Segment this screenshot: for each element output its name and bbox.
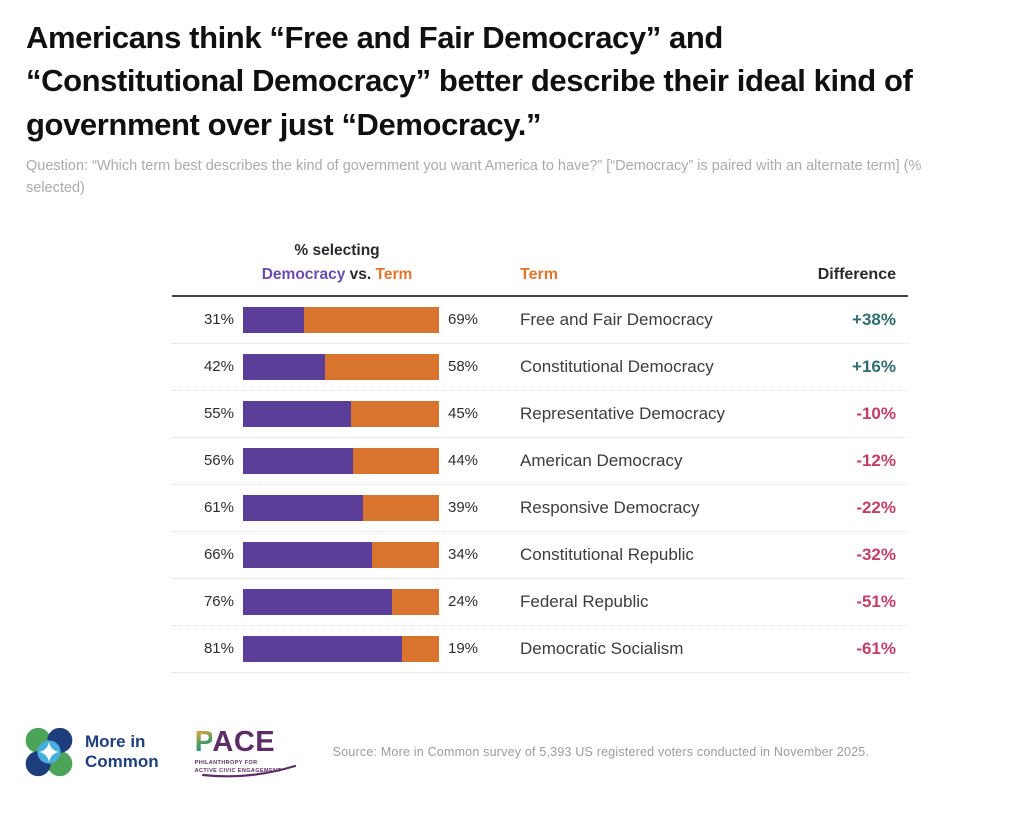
stacked-bar	[243, 588, 439, 615]
stacked-bar	[243, 635, 439, 662]
difference-value: -12%	[856, 450, 896, 470]
term-label: American Democracy	[520, 450, 683, 470]
difference-value: +16%	[852, 356, 896, 376]
democracy-pct-label: 31%	[203, 311, 234, 329]
term-bar-segment	[303, 306, 439, 333]
democracy-bar-segment	[243, 541, 373, 568]
term-label: Representative Democracy	[520, 403, 726, 423]
footer: More in Common PACE PHILANTHROPY FOR ACT…	[24, 725, 1024, 779]
difference-value: -51%	[856, 591, 896, 611]
stacked-bar	[243, 447, 439, 474]
question-subtitle: Question: “Which term best describes the…	[26, 158, 922, 196]
source-note: Source: More in Common survey of 5,393 U…	[332, 744, 870, 759]
results-table: % selecting Democracy vs. Term Term Diff…	[172, 242, 908, 673]
stacked-bar	[243, 306, 439, 333]
term-label: Constitutional Democracy	[520, 356, 714, 376]
difference-value: -10%	[856, 403, 896, 423]
table-row: 61% 39% Responsive Democracy -22%	[172, 485, 908, 532]
legend-term-label: Term	[375, 265, 413, 283]
difference-value: +38%	[852, 309, 896, 329]
bar-column-header: % selecting Democracy vs. Term	[172, 242, 502, 284]
term-label: Constitutional Republic	[520, 544, 694, 564]
term-bar-segment	[352, 447, 439, 474]
table-row: 81% 19% Democratic Socialism -61%	[172, 626, 908, 673]
pace-ace-letters: ACE	[212, 725, 276, 758]
pace-wordmark: PACE	[194, 725, 287, 758]
term-bar-segment	[401, 635, 439, 662]
difference-value: -32%	[856, 544, 896, 564]
mic-wordmark-line1: More in	[85, 732, 146, 752]
more-in-common-wordmark: More in Common	[85, 732, 159, 771]
table-body: 31% 69% Free and Fair Democracy +38% 42%…	[172, 294, 908, 673]
more-in-common-logo: More in Common	[24, 725, 159, 779]
table-row: 55% 45% Representative Democracy -10%	[172, 391, 908, 438]
term-pct-label: 19%	[448, 640, 479, 658]
democracy-pct-label: 66%	[203, 546, 234, 564]
stacked-bar	[243, 353, 439, 380]
term-bar-segment	[325, 353, 439, 380]
democracy-pct-label: 81%	[203, 640, 234, 658]
democracy-pct-label: 42%	[203, 358, 234, 376]
difference-value: -61%	[856, 638, 896, 658]
table-row: 31% 69% Free and Fair Democracy +38%	[172, 297, 908, 344]
more-in-common-clover-icon	[25, 727, 73, 776]
term-bar-segment	[362, 494, 439, 521]
term-pct-label: 58%	[448, 358, 479, 376]
democracy-pct-label: 55%	[203, 405, 234, 423]
democracy-pct-label: 61%	[203, 499, 234, 517]
table-row: 42% 58% Constitutional Democracy +16%	[172, 344, 908, 391]
term-pct-label: 39%	[448, 499, 479, 517]
mic-wordmark-line2: Common	[85, 751, 159, 771]
democracy-bar-segment	[243, 306, 304, 333]
bar-legend: Democracy vs. Term	[172, 266, 502, 284]
legend-democracy-label: Democracy	[261, 265, 346, 283]
democracy-pct-label: 56%	[203, 452, 234, 470]
democracy-bar-segment	[243, 494, 363, 521]
selecting-label: % selecting	[294, 241, 380, 259]
term-bar-segment	[372, 541, 439, 568]
democracy-bar-segment	[243, 400, 351, 427]
pace-tagline-line2: ACTIVE CIVIC ENGAGEMENT	[194, 768, 282, 775]
term-bar-segment	[391, 588, 439, 615]
democracy-bar-segment	[243, 353, 326, 380]
page-title: Americans think “Free and Fair Democracy…	[26, 20, 913, 142]
pace-logo: PACE PHILANTHROPY FOR ACTIVE CIVIC ENGAG…	[194, 725, 296, 778]
term-label: Responsive Democracy	[520, 497, 700, 517]
term-pct-label: 45%	[448, 405, 479, 423]
democracy-bar-segment	[243, 588, 392, 615]
pace-swoosh-icon	[201, 765, 296, 778]
term-pct-label: 69%	[448, 311, 479, 329]
stacked-bar	[243, 541, 439, 568]
table-row: 76% 24% Federal Republic -51%	[172, 579, 908, 626]
pace-tagline-line1: PHILANTHROPY FOR	[194, 759, 258, 766]
table-row: 66% 34% Constitutional Republic -32%	[172, 532, 908, 579]
democracy-bar-segment	[243, 635, 402, 662]
stacked-bar	[243, 400, 439, 427]
pace-tagline: PHILANTHROPY FOR ACTIVE CIVIC ENGAGEMENT	[195, 759, 287, 776]
democracy-pct-label: 76%	[203, 593, 234, 611]
table-header: % selecting Democracy vs. Term Term Diff…	[172, 242, 908, 295]
term-label: Federal Republic	[520, 591, 649, 611]
term-label: Democratic Socialism	[520, 638, 684, 658]
table-row: 56% 44% American Democracy -12%	[172, 438, 908, 485]
term-label: Free and Fair Democracy	[520, 309, 713, 329]
stacked-bar	[243, 494, 439, 521]
term-column-header: Term	[520, 265, 558, 283]
term-pct-label: 34%	[448, 546, 479, 564]
legend-vs-label: vs.	[349, 265, 372, 283]
term-bar-segment	[350, 400, 439, 427]
democracy-bar-segment	[243, 447, 353, 474]
difference-value: -22%	[856, 497, 896, 517]
term-pct-label: 44%	[448, 452, 479, 470]
term-pct-label: 24%	[448, 593, 479, 611]
pace-p-letter: P	[194, 725, 213, 758]
difference-column-header: Difference	[817, 265, 896, 283]
